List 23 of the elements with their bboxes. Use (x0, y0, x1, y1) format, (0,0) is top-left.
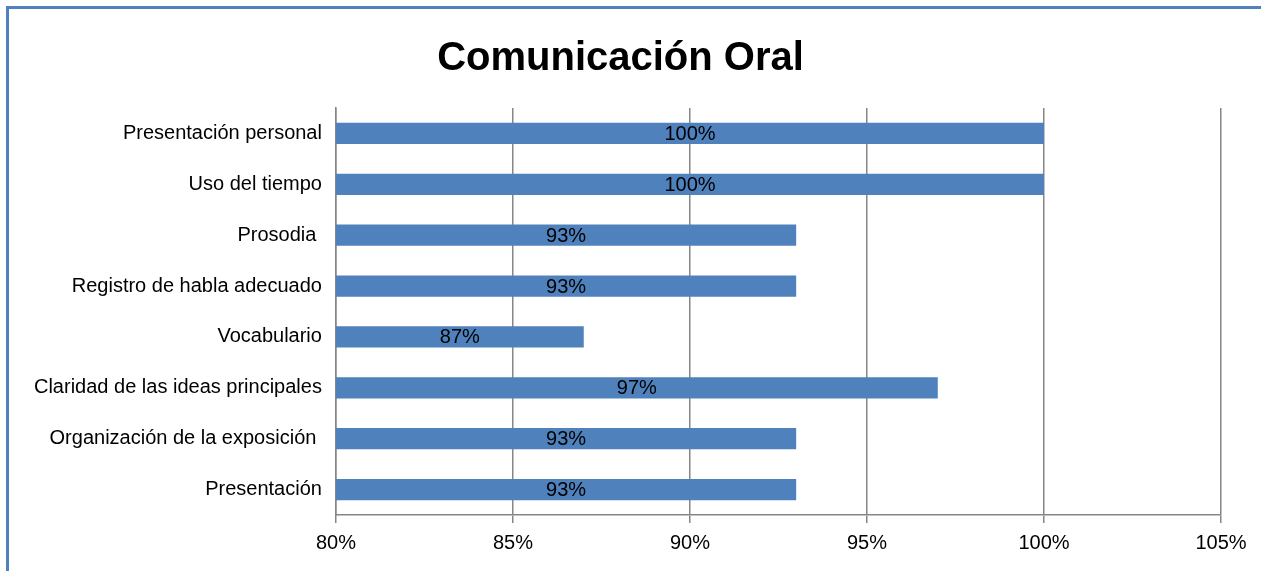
x-tick-label: 90% (669, 530, 711, 553)
data-label: 93% (546, 274, 587, 297)
x-tick-label: 80% (315, 530, 357, 553)
data-label: 93% (546, 223, 587, 246)
y-tick-label: Registro de habla adecuado (71, 273, 322, 296)
x-tick-label: 95% (846, 530, 888, 553)
data-label: 93% (546, 478, 587, 501)
x-tick-label: 100% (1018, 530, 1070, 553)
x-tick-label: 105% (1195, 530, 1247, 553)
data-label: 93% (546, 427, 587, 450)
data-label: 100% (664, 121, 716, 144)
y-tick-label: Claridad de las ideas principales (33, 375, 322, 398)
x-tick-label: 85% (492, 530, 534, 553)
data-label: 97% (616, 376, 658, 399)
chart-title: Comunicación Oral (437, 34, 804, 79)
y-tick-label: Organización de la exposición (49, 426, 322, 449)
y-tick-label: Presentación (205, 477, 322, 500)
y-tick-label: Prosodia (237, 222, 322, 245)
y-tick-label: Presentación personal (122, 120, 322, 143)
y-tick-label: Uso del tiempo (188, 171, 322, 194)
y-tick-label: Vocabulario (217, 324, 322, 347)
data-label: 100% (664, 172, 716, 195)
data-label: 87% (439, 325, 481, 348)
